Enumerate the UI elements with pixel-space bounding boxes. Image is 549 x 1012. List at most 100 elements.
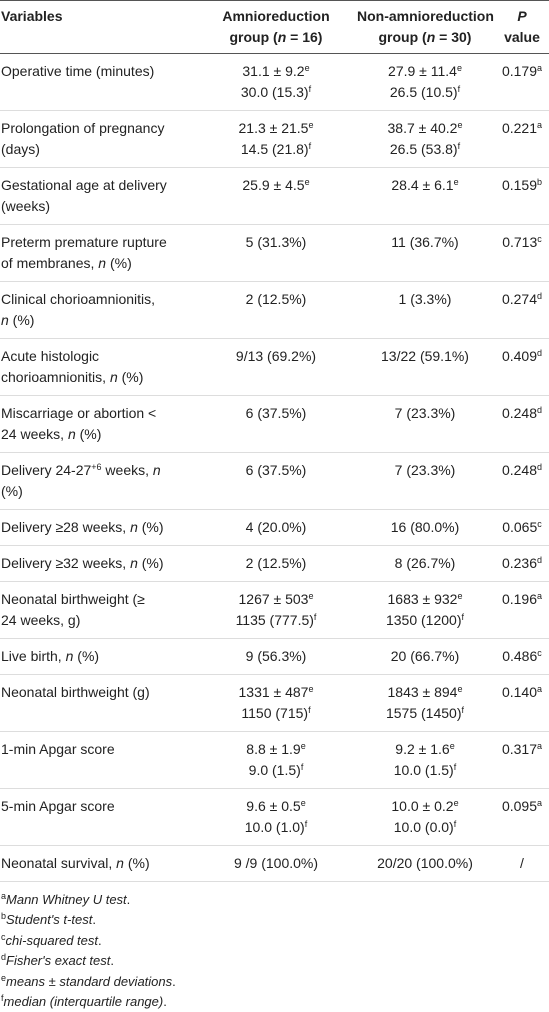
text: 0.159 bbox=[501, 177, 538, 193]
cell-line: 10.0 (1.0)f bbox=[199, 817, 353, 838]
cell: 0.179a bbox=[495, 53, 549, 111]
text: Preterm premature rupture bbox=[1, 234, 167, 250]
text: Delivery 24-27 bbox=[1, 462, 92, 478]
text: Live birth, bbox=[1, 648, 66, 664]
superscript: e bbox=[308, 684, 314, 694]
italic-text: Fisher's exact test bbox=[6, 953, 111, 969]
cell-line: 0.196a bbox=[497, 589, 547, 610]
cell-line: 10.0 (0.0)f bbox=[357, 817, 493, 838]
cell: Preterm premature rupture of membranes, n… bbox=[0, 224, 197, 282]
cell-line: 5 (31.3%) bbox=[199, 232, 353, 253]
header-row: Variables Amnioreduction group (n = 16) Non… bbox=[0, 0, 549, 54]
superscript: e bbox=[300, 741, 306, 751]
cell-line: 30.0 (15.3)f bbox=[199, 82, 353, 103]
cell-line: 25.9 ± 4.5e bbox=[199, 175, 353, 196]
cell: 7 (23.3%) bbox=[355, 395, 495, 453]
cell-line: 24 weeks, g) bbox=[1, 610, 195, 631]
text: value bbox=[504, 29, 540, 45]
text: weeks, bbox=[101, 462, 153, 478]
text: 1350 (1200) bbox=[385, 612, 462, 628]
text: 1267 ± 503 bbox=[238, 591, 309, 607]
cell-line: 0.236d bbox=[497, 553, 547, 574]
cell-line: 9.0 (1.5)f bbox=[199, 760, 353, 781]
footnotes: aMann Whitney U test. bStudent's t-test. c… bbox=[0, 882, 549, 1012]
text: 1331 ± 487 bbox=[238, 684, 309, 700]
cell: 38.7 ± 40.2e 26.5 (53.8)f bbox=[355, 110, 495, 168]
superscript: f bbox=[457, 84, 461, 94]
text: 1135 (777.5) bbox=[235, 612, 314, 628]
cell-line: 1843 ± 894e bbox=[357, 682, 493, 703]
cell-line: 1267 ± 503e bbox=[199, 589, 353, 610]
superscript: f bbox=[461, 705, 465, 715]
text: 0.248 bbox=[501, 405, 538, 421]
cell-line: Prolongation of pregnancy bbox=[1, 118, 195, 139]
cell-line: 20/20 (100.0%) bbox=[357, 853, 493, 874]
text: (%) bbox=[117, 369, 144, 385]
cell: 11 (36.7%) bbox=[355, 224, 495, 282]
superscript: f bbox=[457, 141, 461, 151]
cell-line: 6 (37.5%) bbox=[199, 403, 353, 424]
table-row: Neonatal survival, n (%) 9 /9 (100.0%) 20/… bbox=[0, 845, 549, 882]
cell-line: 7 (23.3%) bbox=[357, 460, 493, 481]
text: 2 (12.5%) bbox=[245, 555, 307, 571]
cell-line: Neonatal birthweight (g) bbox=[1, 682, 195, 703]
text: (%) bbox=[123, 855, 150, 871]
cell: Neonatal birthweight (≥ 24 weeks, g) bbox=[0, 581, 197, 639]
text: 1 (3.3%) bbox=[398, 291, 452, 307]
text: 10.0 ± 0.2 bbox=[391, 798, 454, 814]
cell: 10.0 ± 0.2e 10.0 (0.0)f bbox=[355, 788, 495, 846]
text: 5 (31.3%) bbox=[245, 234, 307, 250]
cell: 2 (12.5%) bbox=[197, 281, 355, 339]
italic-text: n bbox=[67, 426, 76, 442]
cell: 0.274d bbox=[495, 281, 549, 339]
text: 14.5 (21.8) bbox=[240, 141, 309, 157]
cell-line: (%) bbox=[1, 481, 195, 502]
text: 5-min Apgar score bbox=[1, 798, 115, 814]
cell-line: Non-amnioreduction bbox=[357, 6, 494, 27]
text: 7 (23.3%) bbox=[394, 405, 456, 421]
cell-line: Gestational age at delivery bbox=[1, 175, 195, 196]
text: = 16) bbox=[286, 29, 323, 45]
superscript: f bbox=[313, 612, 317, 622]
text: 11 (36.7%) bbox=[391, 234, 459, 250]
superscript: e bbox=[304, 63, 310, 73]
text: 0.248 bbox=[501, 462, 538, 478]
cell-line: 7 (23.3%) bbox=[357, 403, 493, 424]
text: Operative time (minutes) bbox=[1, 63, 155, 79]
cell: 4 (20.0%) bbox=[197, 509, 355, 546]
text: 0.236 bbox=[501, 555, 538, 571]
text: 0.409 bbox=[501, 348, 538, 364]
text: (%) bbox=[8, 312, 35, 328]
text: (%) bbox=[137, 519, 164, 535]
cell-line: Clinical chorioamnionitis, bbox=[1, 289, 195, 310]
text: Delivery ≥28 weeks, bbox=[1, 519, 131, 535]
superscript: e bbox=[453, 798, 459, 808]
cell: 2 (12.5%) bbox=[197, 545, 355, 582]
text: 0.317 bbox=[501, 741, 538, 757]
footnote: dFisher's exact test. bbox=[1, 951, 548, 971]
text: . bbox=[92, 912, 96, 928]
cell-line: 8.8 ± 1.9e bbox=[199, 739, 353, 760]
text: 8 (26.7%) bbox=[394, 555, 456, 571]
cell-line: 2 (12.5%) bbox=[199, 289, 353, 310]
text: 24 weeks, g) bbox=[1, 612, 81, 628]
text: Gestational age at delivery bbox=[1, 177, 167, 193]
cell-line: / bbox=[497, 853, 547, 874]
cell: 0.095a bbox=[495, 788, 549, 846]
superscript: a bbox=[1, 891, 7, 901]
text: 0.065 bbox=[502, 519, 538, 535]
superscript: b bbox=[537, 177, 543, 187]
italic-text: chi-squared test bbox=[5, 932, 99, 948]
superscript: e bbox=[453, 177, 459, 187]
text: (%) bbox=[137, 555, 164, 571]
cell: 0.196a bbox=[495, 581, 549, 639]
cell-line: Operative time (minutes) bbox=[1, 61, 195, 82]
cell-line: 0.179a bbox=[497, 61, 547, 82]
cell-line: n (%) bbox=[1, 310, 195, 331]
header-cell: Amnioreduction group (n = 16) bbox=[197, 0, 355, 54]
cell: Neonatal survival, n (%) bbox=[0, 845, 197, 882]
text: 0.486 bbox=[502, 648, 538, 664]
cell: 0.159b bbox=[495, 167, 549, 225]
cell-line: 9 /9 (100.0%) bbox=[199, 853, 353, 874]
cell-line: 20 (66.7%) bbox=[357, 646, 493, 667]
